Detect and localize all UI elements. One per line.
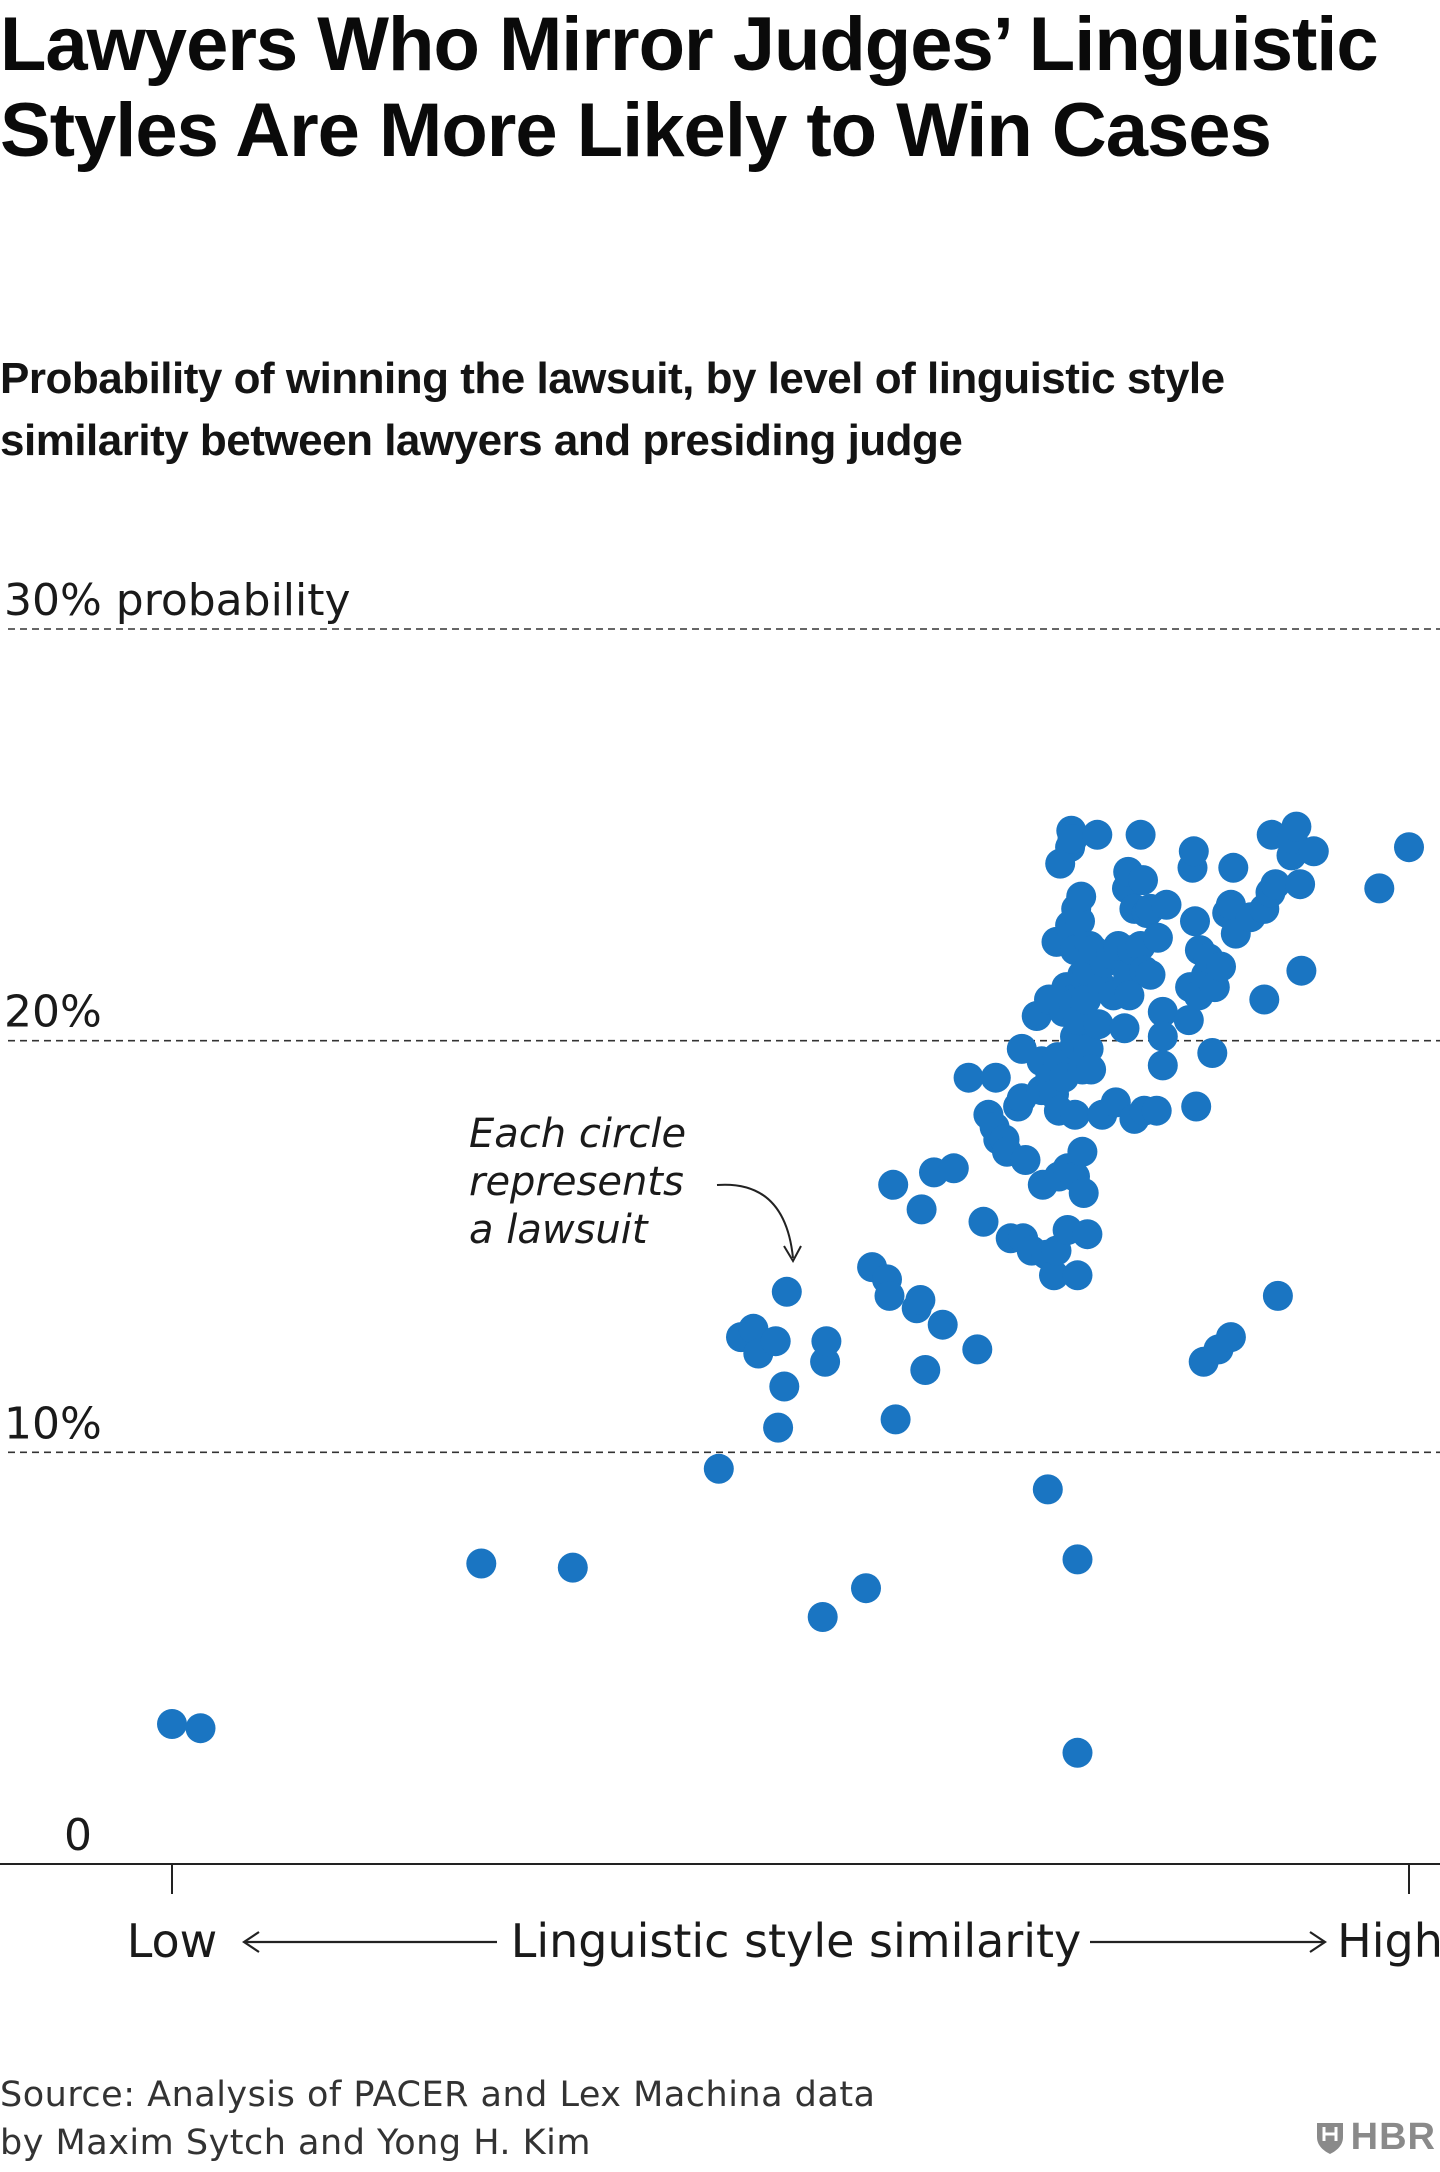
x-label-low: Low (127, 1914, 218, 1968)
data-point (1057, 824, 1088, 854)
data-point (769, 1371, 800, 1402)
data-point (1298, 836, 1329, 867)
data-point (1262, 1280, 1293, 1311)
data-point (1285, 869, 1316, 900)
data-point (1180, 906, 1210, 937)
data-point (1114, 980, 1145, 1011)
data-point (1083, 1009, 1114, 1040)
data-point (1128, 865, 1158, 896)
data-point (1125, 819, 1156, 850)
data-point (1260, 869, 1291, 900)
data-point (1039, 1260, 1069, 1291)
annotation-line-1: Each circle (469, 1111, 686, 1157)
data-point (1076, 1054, 1107, 1085)
data-point (1206, 951, 1236, 982)
y-tick-label-20: 20% (4, 987, 102, 1038)
data-point (980, 1062, 1011, 1093)
chart-subtitle: Probability of winning the lawsuit, by l… (0, 354, 1225, 465)
data-point (763, 1412, 794, 1443)
data-point (738, 1313, 769, 1344)
data-point (1147, 1050, 1178, 1081)
data-point (1215, 1322, 1246, 1353)
data-point (1062, 1737, 1093, 1768)
y-tick-label-10: 10% (4, 1398, 102, 1449)
data-points (157, 811, 1424, 1768)
data-point (938, 1153, 969, 1184)
data-point (1364, 873, 1395, 904)
arrow-left (242, 1931, 497, 1953)
annotation-line-2: represents (469, 1159, 684, 1205)
data-point (910, 1355, 941, 1385)
data-point (1286, 955, 1317, 986)
data-point (1067, 1136, 1098, 1167)
scatter-chart: 0 10% 20% 30% probability Low Linguistic st… (0, 575, 1440, 1968)
data-point (1060, 1099, 1090, 1130)
annotation-line-3: a lawsuit (469, 1207, 649, 1253)
data-point (1181, 1091, 1212, 1122)
data-point (1281, 811, 1312, 842)
data-point (1218, 852, 1249, 883)
data-point (906, 1194, 937, 1225)
data-point (1147, 1021, 1178, 1052)
data-point (466, 1548, 497, 1579)
data-point (878, 1169, 909, 1200)
annotation: Each circle represents a lawsuit (469, 1111, 802, 1264)
data-point (1142, 922, 1173, 953)
data-point (1173, 1005, 1204, 1036)
data-point (807, 1602, 838, 1632)
annotation-arrow (716, 1183, 794, 1259)
data-point (1072, 1219, 1103, 1250)
data-point (1010, 1145, 1041, 1175)
data-point (968, 1206, 999, 1237)
data-point (1062, 1260, 1093, 1291)
data-point (811, 1326, 842, 1357)
data-point (953, 1062, 984, 1093)
data-point (1065, 906, 1095, 937)
data-point (962, 1334, 993, 1365)
y-tick-label-30: 30% probability (4, 575, 351, 626)
data-point (1062, 1544, 1093, 1575)
data-point (1141, 1095, 1172, 1126)
data-point (1197, 1038, 1228, 1068)
x-axis-title: Linguistic style similarity (511, 1914, 1082, 1968)
data-point (703, 1453, 734, 1484)
data-point (1249, 984, 1280, 1015)
x-label-high: High (1337, 1914, 1440, 1968)
y-tick-label-0: 0 (64, 1810, 92, 1861)
data-point (760, 1326, 791, 1357)
data-point (1178, 836, 1209, 867)
logo-text: HBR (1350, 2116, 1436, 2158)
source-line-1: Source: Analysis of PACER and Lex Machin… (0, 2075, 876, 2115)
data-point (185, 1713, 216, 1744)
data-point (1082, 819, 1113, 850)
y-tick-labels: 0 10% 20% 30% probability (4, 575, 351, 1861)
source-line-2: by Maxim Sytch and Yong H. Kim (0, 2123, 591, 2163)
hbr-logo: HBR (1315, 2116, 1436, 2159)
data-point (851, 1573, 881, 1604)
data-point (880, 1404, 911, 1435)
data-point (1068, 1178, 1099, 1208)
shield-icon (1316, 2122, 1343, 2154)
arrow-right (1090, 1931, 1327, 1953)
data-point (905, 1285, 936, 1315)
data-point (874, 1280, 905, 1311)
annotation-arrowhead (783, 1245, 802, 1264)
data-point (1394, 832, 1424, 863)
data-point (1032, 1474, 1063, 1505)
source-note: Source: Analysis of PACER and Lex Machin… (0, 2071, 1100, 2167)
data-point (1135, 959, 1166, 990)
chart-title: Lawyers Who Mirror Judges’ Linguistic St… (0, 2, 1379, 173)
data-point (1151, 889, 1182, 920)
data-point (1066, 881, 1097, 912)
data-point (927, 1309, 958, 1340)
data-point (1109, 1013, 1140, 1044)
data-point (157, 1709, 187, 1739)
data-point (771, 1276, 802, 1307)
data-point (1147, 996, 1178, 1027)
gridlines (8, 628, 1440, 1454)
data-point (557, 1552, 588, 1583)
